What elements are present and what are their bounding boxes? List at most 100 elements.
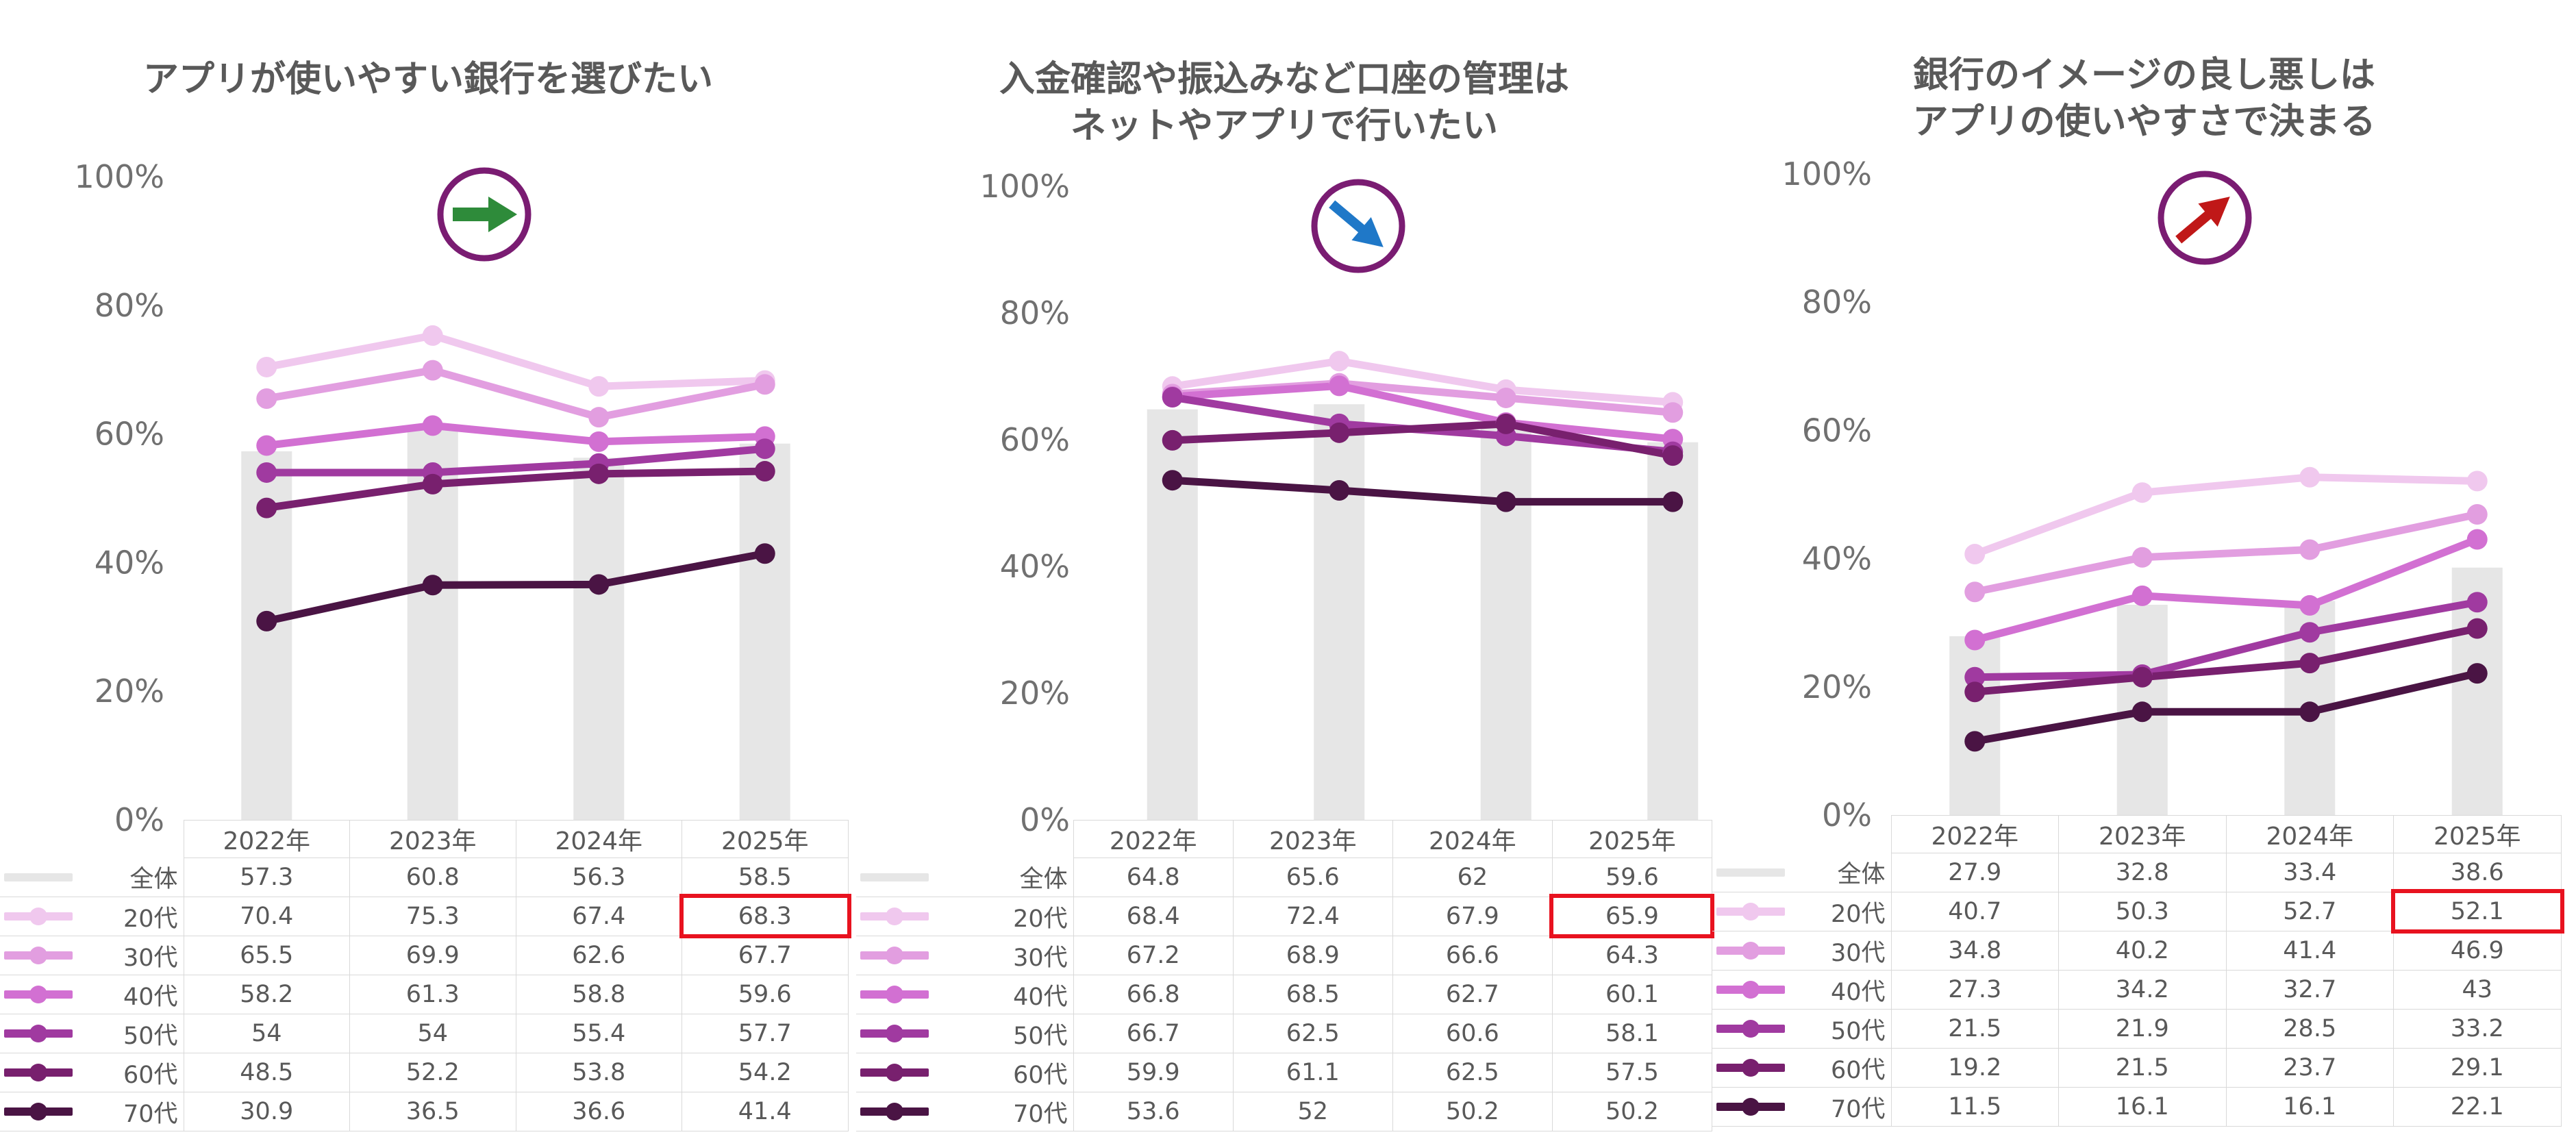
series-line-70代: [1971, 669, 2481, 745]
series-point-60代-2024年: [1495, 413, 1516, 434]
series-line-20代: [262, 331, 769, 390]
data-label: 52: [1232, 1092, 1393, 1131]
data-table: 2022年 2023年 2024年 2025年 全体 27.9 32.8 33.4 38.6 20…: [1712, 815, 2562, 1127]
table-corner: [856, 820, 1074, 858]
legend-label: 40代: [1013, 983, 1068, 1011]
data-label: 59.6: [681, 975, 849, 1014]
data-label: 68.5: [1232, 975, 1393, 1014]
legend-entry: 30代: [1712, 931, 1892, 971]
series-point-60代-2022年: [256, 497, 277, 518]
series-point-60代-2024年: [588, 463, 610, 484]
data-label: 67.4: [515, 897, 682, 936]
table-row: 60代 48.5 52.2 53.8 54.2: [0, 1053, 849, 1092]
data-label: 68.9: [1232, 936, 1393, 975]
series-point-40代-2024年: [2299, 594, 2321, 616]
series-point-40代-2023年: [2131, 585, 2153, 606]
legend-label: 40代: [1830, 978, 1886, 1006]
y-tick-label: 100%: [1781, 155, 1872, 192]
table-row: 50代 66.7 62.5 60.6 58.1: [856, 1014, 1713, 1053]
data-label: 65.6: [1232, 858, 1393, 897]
chart-svg: 0%20%40%60%80%100%: [1781, 155, 2503, 834]
legend-marker: [886, 947, 903, 964]
y-tick-label: 60%: [1802, 412, 1872, 449]
y-tick-label: 60%: [1000, 421, 1070, 458]
legend-label: 20代: [1013, 905, 1068, 933]
data-label: 33.2: [2393, 1009, 2562, 1049]
legend-entry: 20代: [1712, 892, 1892, 931]
legend-entry: 50代: [1712, 1009, 1892, 1049]
data-label: 59.9: [1073, 1053, 1234, 1092]
legend-label: 50代: [123, 1022, 178, 1050]
legend-marker: [886, 1025, 903, 1042]
table-row: 40代 58.2 61.3 58.8 59.6: [0, 975, 849, 1014]
chart-svg: 0%20%40%60%80%100%: [74, 158, 790, 838]
data-label: 16.1: [2058, 1087, 2227, 1127]
data-label: 55.4: [515, 1014, 682, 1053]
series-point-50代-2022年: [1964, 666, 1986, 688]
series-point-20代-2023年: [1329, 351, 1350, 372]
chart-title: アプリが使いやすい銀行を選びたい: [0, 56, 856, 103]
data-label: 65.5: [183, 936, 350, 975]
data-label: 29.1: [2393, 1048, 2562, 1088]
data-label: 70.4: [183, 897, 350, 936]
table-row: 60代 19.2 21.5 23.7 29.1: [1712, 1048, 2562, 1088]
chart-panel-3: 銀行のイメージの良し悪しは アプリの使いやすさで決まる 0% 20% 40% 60% 80%…: [1712, 0, 2576, 1139]
series-point-20代-2024年: [588, 376, 610, 397]
data-label: 62.7: [1392, 975, 1553, 1014]
legend-label: 30代: [1830, 939, 1886, 967]
table-row: 70代 11.5 16.1 16.1 22.1: [1712, 1087, 2562, 1127]
legend-entry: 30代: [856, 936, 1074, 975]
table-row: 20代 68.4 72.4 67.9 65.9: [856, 897, 1713, 936]
bar-overall-2024年: [573, 458, 625, 820]
data-label: 68.3: [681, 897, 849, 936]
y-tick-label: 60%: [95, 416, 164, 453]
data-label: 52.7: [2225, 892, 2394, 931]
data-label: 27.9: [1890, 853, 2059, 892]
series-point-20代-2025年: [2466, 471, 2488, 492]
series-line-70代: [262, 549, 769, 625]
legend-entry: 20代: [0, 897, 184, 936]
series-point-40代-2024年: [588, 431, 610, 452]
highlight-box: [679, 894, 851, 938]
legend-label: 全体: [1019, 866, 1068, 894]
data-label: 19.2: [1890, 1048, 2059, 1088]
table-row: 50代 21.5 21.9 28.5 33.2: [1712, 1009, 2562, 1049]
series-point-50代-2022年: [1162, 387, 1183, 408]
series-point-40代-2022年: [256, 435, 277, 456]
arrow-shaft: [1329, 200, 1368, 236]
legend-label: 70代: [1013, 1100, 1068, 1128]
x-category-label: 2024年: [2225, 815, 2394, 853]
series-point-30代-2025年: [1662, 402, 1684, 423]
series-point-50代-2024年: [2299, 622, 2321, 643]
data-label: 68.4: [1073, 897, 1234, 936]
down-right-arrow-icon: [1329, 200, 1384, 247]
legend-marker: [1742, 903, 1760, 921]
series-point-60代-2025年: [2466, 618, 2488, 639]
legend-label: 60代: [1013, 1061, 1068, 1089]
table-row: 30代 34.8 40.2 41.4 46.9: [1712, 931, 2562, 971]
data-label: 23.7: [2225, 1048, 2394, 1088]
data-label: 62.6: [515, 936, 682, 975]
legend-label: 全体: [1837, 861, 1886, 889]
data-label: 41.4: [2225, 931, 2394, 971]
chart-title-line: アプリの使いやすさで決まる: [1912, 101, 2376, 142]
series-point-40代-2022年: [1964, 629, 1986, 651]
legend-marker: [886, 1064, 903, 1081]
bar-overall-2025年: [739, 443, 790, 820]
x-category-label: 2022年: [1890, 815, 2059, 853]
chart-svg: 0%20%40%60%80%100%: [979, 168, 1699, 838]
series-point-60代-2022年: [1162, 429, 1183, 451]
data-label: 72.4: [1232, 897, 1393, 936]
series-point-50代-2025年: [754, 438, 775, 460]
series-point-60代-2024年: [2299, 653, 2321, 674]
x-category-label: 2025年: [681, 820, 849, 858]
data-label: 66.8: [1073, 975, 1234, 1014]
data-label: 43: [2393, 970, 2562, 1010]
series-point-70代-2023年: [422, 575, 443, 596]
data-label: 21.5: [1890, 1009, 2059, 1049]
x-category-label: 2025年: [2393, 815, 2562, 853]
data-label: 40.2: [2058, 931, 2227, 971]
table-corner: [0, 820, 184, 858]
chart-title-line: 銀行のイメージの良し悪しは: [1913, 55, 2375, 96]
legend-label: 30代: [1013, 944, 1068, 972]
